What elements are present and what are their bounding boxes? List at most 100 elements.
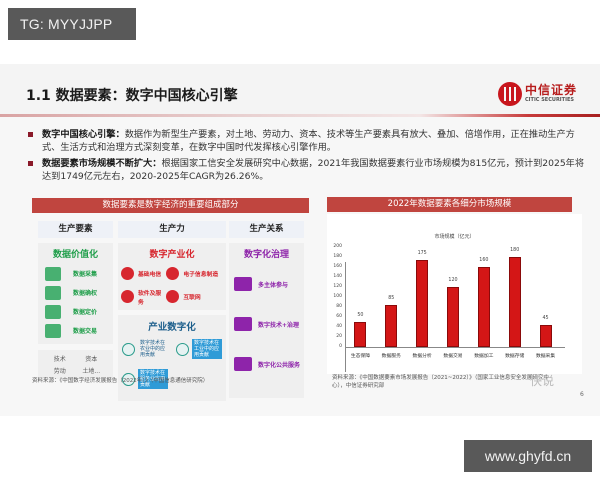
industry-digitalization-box: 产业数字化 数字技术在农业中的应用贡献 数字技术在工业中的应用贡献 数字技术在服…	[118, 315, 226, 401]
x-category-label: 数据分析	[412, 354, 432, 359]
square-bullet-icon	[28, 161, 33, 166]
chart-banner: 2022年数据要素各细分市场规模	[327, 197, 572, 212]
column-production-factors: 生产要素 数据价值化 数据采集 数据确权 数据定价 数据交易 技术 资本 劳动 …	[38, 221, 113, 379]
bullet-text: 数据作为新型生产要素，对土地、劳动力、资本、技术等生产要素具有放大、叠加、倍增作…	[42, 129, 575, 153]
laptop-icon	[234, 317, 252, 331]
slide-title: 1.1 数据要素：数字中国核心引擎	[26, 88, 238, 104]
x-axis	[345, 347, 565, 348]
list-item: 软件及服务	[121, 287, 166, 306]
bar-value-label: 50	[357, 313, 364, 318]
column-header: 生产关系	[229, 221, 304, 238]
page-number: 6	[580, 391, 584, 398]
list-item: 数据采集	[41, 264, 110, 283]
market-size-bar-chart: 市场规模（亿元） 0 20 40 60 80 100 120 140 160 180 200 50 生…	[327, 214, 582, 374]
bullet-item: 数字中国核心引擎：数据作为新型生产要素，对土地、劳动力、资本、技术等生产要素具有…	[26, 128, 586, 154]
y-tick-label: 40	[336, 324, 342, 329]
government-building-icon	[234, 357, 252, 371]
globe-icon	[166, 290, 180, 303]
group-people-icon	[234, 277, 252, 291]
right-source-note: 资料来源：《中国数据要素市场发展报告（2021~2022）》（国家工业信息安全发…	[332, 375, 549, 389]
chart-title: 市场规模（亿元）	[434, 234, 475, 240]
y-tick-label: 160	[333, 264, 342, 269]
column-subtitle: 数字化治理	[243, 250, 289, 260]
x-category-label: 数据加工	[474, 354, 494, 359]
chart-bar	[539, 324, 552, 347]
chart-bar	[416, 259, 429, 347]
electronics-icon	[166, 267, 180, 280]
list-item: 数据定价	[41, 302, 110, 321]
x-category-label: 生态保障	[350, 354, 371, 359]
bullet-lead: 数字中国核心引擎：	[42, 129, 125, 140]
column-subtitle: 产业数字化	[148, 322, 196, 333]
y-tick-label: 80	[336, 304, 342, 309]
y-tick-label: 120	[333, 284, 342, 289]
y-tick-label: 60	[336, 314, 342, 319]
square-bullet-icon	[28, 132, 33, 137]
watermark-top-left: TG: MYYJJPP	[8, 8, 136, 40]
industry-node: 数字技术在农业中的应用贡献	[122, 339, 170, 359]
list-item: 互联网	[166, 287, 223, 306]
pie-chart-icon	[122, 342, 135, 356]
column-productivity: 生产力 数字产业化 基础电信 电子信息制造 软件及服务 互联网 产业数字化 数字…	[118, 221, 226, 401]
chart-bar	[508, 257, 521, 347]
y-tick-label: 200	[333, 244, 342, 249]
slide-header: 1.1 数据要素：数字中国核心引擎 中信证券 CITIC SECURITIES	[0, 64, 600, 117]
slide: 1.1 数据要素：数字中国核心引擎 中信证券 CITIC SECURITIES …	[0, 64, 600, 416]
logo-cn-text: 中信证券	[525, 83, 578, 97]
y-axis	[345, 262, 346, 372]
chart-bar	[354, 322, 367, 347]
pie-chart-icon	[176, 342, 189, 356]
bar-value-label: 180	[510, 248, 520, 253]
column-production-relations: 生产关系 数字化治理 多主体参与 数字技术+治理 数字化公共服务	[229, 221, 304, 398]
bar-value-label: 160	[479, 258, 489, 263]
bullet-text: 根据国家工信安全发展研究中心数据，2021年我国数据要素行业市场规模为815亿元…	[42, 158, 585, 182]
citic-logo-icon	[498, 82, 522, 106]
watermark-bottom-right: www.ghyfd.cn	[464, 440, 592, 472]
industry-node: 数字技术在工业中的应用贡献	[176, 339, 222, 359]
y-tick-label: 140	[333, 274, 342, 279]
y-tick-label: 180	[333, 254, 342, 259]
logo-en-text: CITIC SECURITIES	[525, 97, 574, 103]
data-economy-infographic: 数据要素是数字经济的重要组成部分 生产要素 数据价值化 数据采集 数据确权 数据…	[30, 198, 310, 401]
column-header: 生产力	[118, 221, 226, 238]
column-subtitle: 数字产业化	[149, 250, 195, 260]
people-network-icon	[45, 266, 61, 281]
list-item: 基础电信	[121, 264, 166, 283]
chart-bar	[477, 267, 490, 347]
certificate-icon	[45, 285, 61, 300]
list-item: 数据确权	[41, 283, 110, 302]
citic-logo: 中信证券 CITIC SECURITIES	[498, 82, 577, 106]
pie-chart-icon	[122, 372, 135, 386]
bullet-list: 数字中国核心引擎：数据作为新型生产要素，对土地、劳动力、资本、技术等生产要素具有…	[26, 128, 586, 186]
left-source-note: 资料来源：《中国数字经济发展报告（2022年）》（中国信息通信研究院）	[32, 378, 209, 384]
software-gear-icon	[121, 290, 134, 303]
y-tick-label: 0	[339, 344, 342, 349]
x-category-label: 数据存储	[505, 354, 525, 359]
header-divider	[0, 114, 600, 117]
list-item: 电子信息制造	[166, 264, 223, 283]
bar-value-label: 175	[417, 250, 427, 256]
industry-node: 数字技术在服务业应用贡献	[122, 369, 168, 389]
infographic-banner: 数据要素是数字经济的重要组成部分	[32, 198, 309, 213]
x-category-label: 数据交易	[443, 354, 463, 359]
overlay-watermark: 快说	[530, 374, 555, 388]
list-item: 多主体参与	[232, 264, 301, 304]
price-tag-icon	[45, 304, 61, 319]
list-item: 数字化公共服务	[232, 344, 301, 384]
chart-bar	[385, 304, 398, 347]
column-header: 生产要素	[38, 221, 113, 238]
y-tick-label: 100	[333, 294, 342, 299]
list-item: 数字技术+治理	[232, 304, 301, 344]
x-category-label: 数据采集	[535, 354, 556, 359]
traditional-factors: 技术 资本 劳动 土地...	[38, 350, 113, 379]
y-tick-label: 20	[336, 334, 342, 339]
list-item: 数据交易	[41, 321, 110, 340]
trade-icon	[45, 323, 61, 338]
bar-value-label: 120	[448, 278, 458, 283]
bullet-item: 数据要素市场规模不断扩大：根据国家工信安全发展研究中心数据，2021年我国数据要…	[26, 157, 586, 183]
bar-value-label: 45	[542, 315, 549, 321]
bar-value-label: 85	[388, 295, 395, 301]
x-category-label: 数据服务	[381, 354, 401, 359]
column-subtitle: 数据价值化	[52, 250, 98, 260]
bullet-lead: 数据要素市场规模不断扩大：	[42, 158, 162, 169]
